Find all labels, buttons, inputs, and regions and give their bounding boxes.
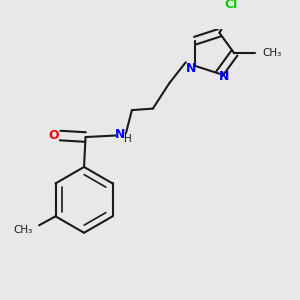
Text: O: O (48, 129, 59, 142)
Text: CH₃: CH₃ (14, 225, 33, 235)
Text: CH₃: CH₃ (263, 48, 282, 58)
Text: Cl: Cl (225, 0, 238, 11)
Text: N: N (116, 128, 126, 140)
Text: N: N (186, 62, 196, 75)
Text: H: H (124, 134, 132, 144)
Text: N: N (219, 70, 229, 83)
